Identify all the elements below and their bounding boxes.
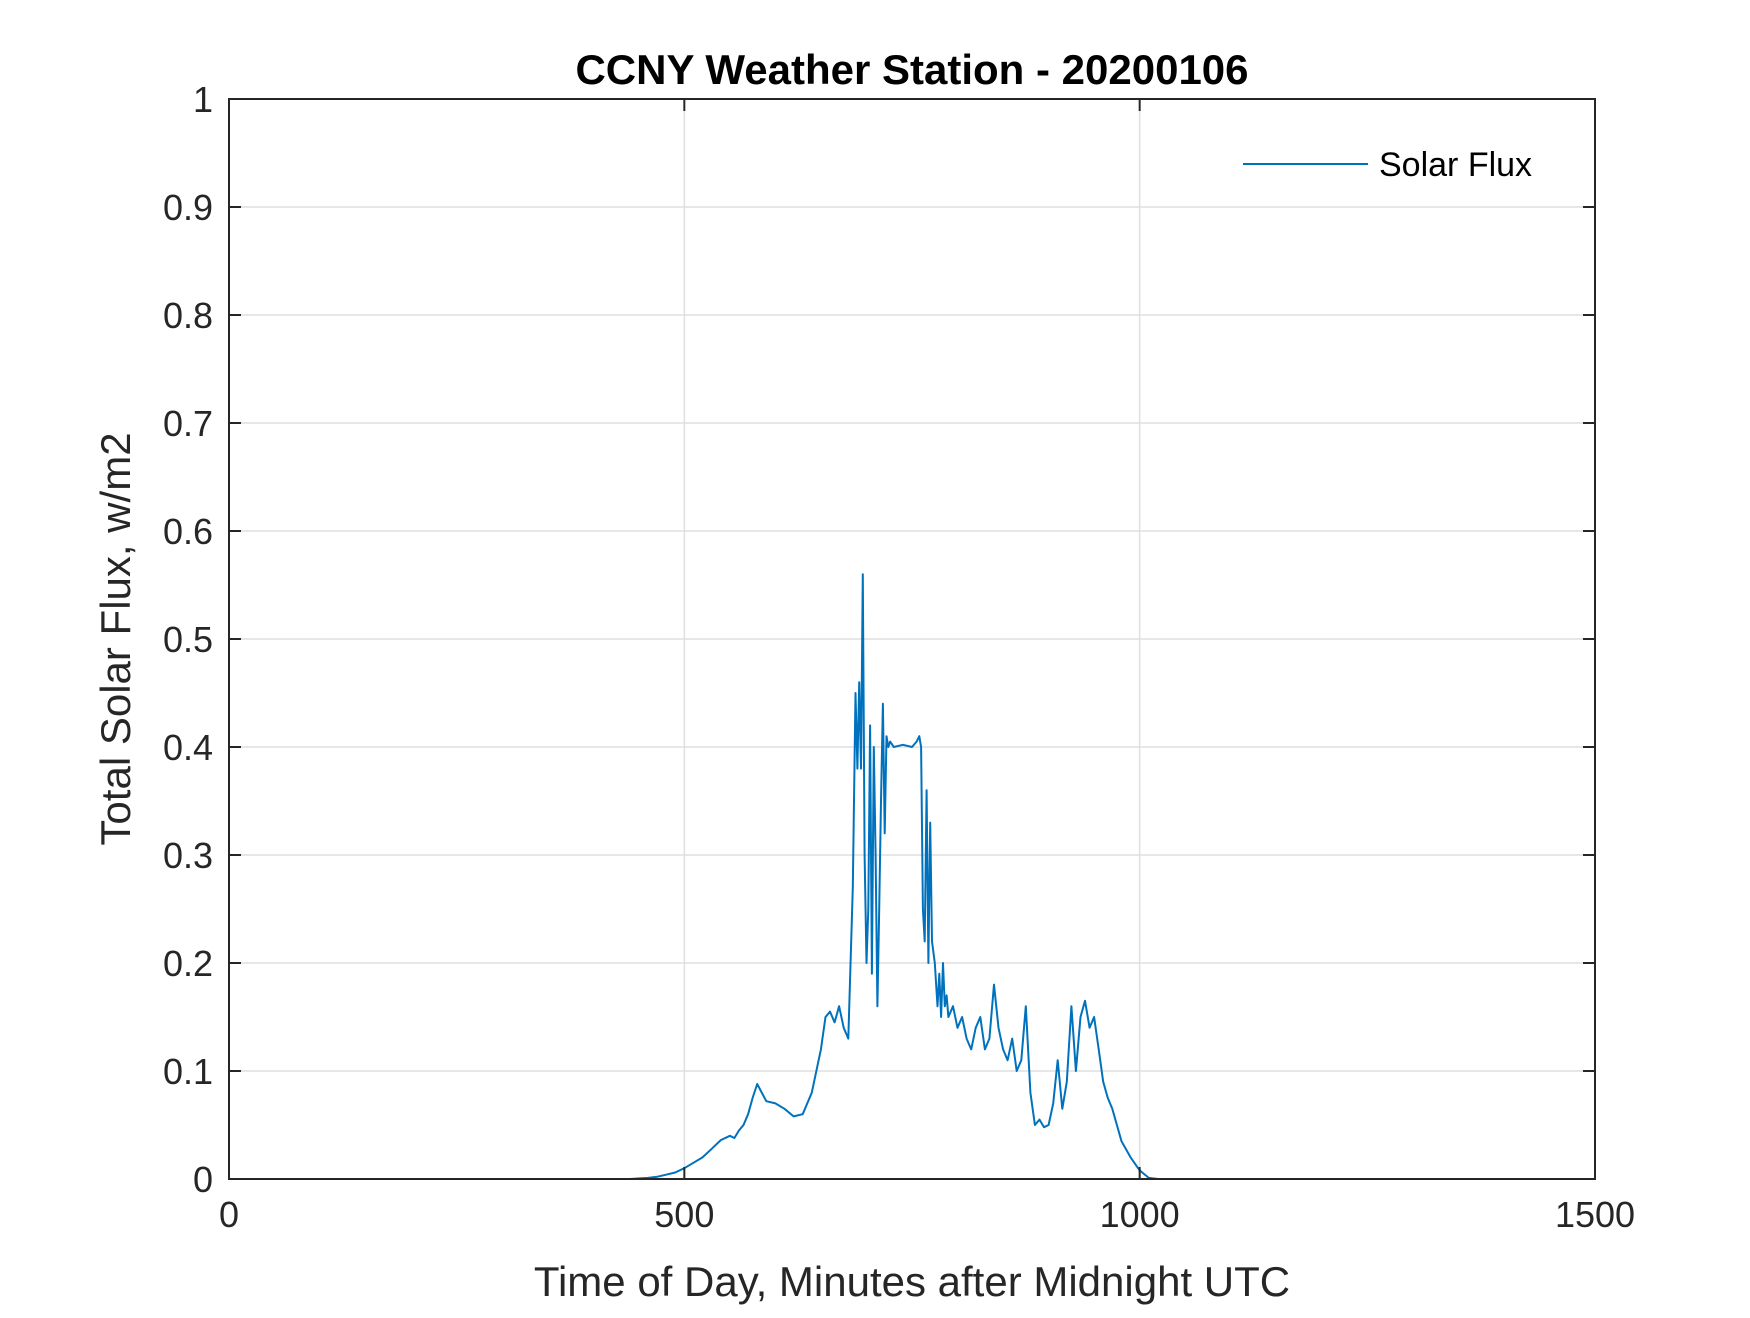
tick-layer [228,98,1596,1180]
chart-title: CCNY Weather Station - 20200106 [575,46,1248,93]
y-tick-label: 1 [193,79,213,120]
y-tick-label: 0.1 [163,1051,213,1092]
x-tick-label: 1000 [1100,1194,1180,1235]
y-tick-label: 0.4 [163,727,213,768]
legend-label: Solar Flux [1379,146,1532,184]
grid-layer [229,99,1595,1179]
legend: Solar Flux [1243,146,1532,184]
y-axis-label: Total Solar Flux, w/m2 [92,432,139,845]
y-tick-label: 0.7 [163,403,213,444]
y-tick-label: 0.5 [163,619,213,660]
y-tick-label: 0.8 [163,295,213,336]
y-tick-label: 0.9 [163,187,213,228]
y-tick-label: 0.3 [163,835,213,876]
tick-label-layer: 0 500 1000 1500 0 0.1 0.2 0.3 0.4 0.5 0.6 0.7 0.8 0.9… [163,79,1635,1235]
y-tick-label: 0.6 [163,511,213,552]
y-tick-label: 0.2 [163,943,213,984]
x-tick-label: 1500 [1555,1194,1635,1235]
data-layer [229,573,1541,1180]
x-tick-label: 0 [219,1194,239,1235]
x-tick-label: 500 [654,1194,714,1235]
y-tick-label: 0 [193,1159,213,1200]
series-line-solar-flux [229,573,1541,1180]
x-axis-label: Time of Day, Minutes after Midnight UTC [534,1258,1290,1305]
